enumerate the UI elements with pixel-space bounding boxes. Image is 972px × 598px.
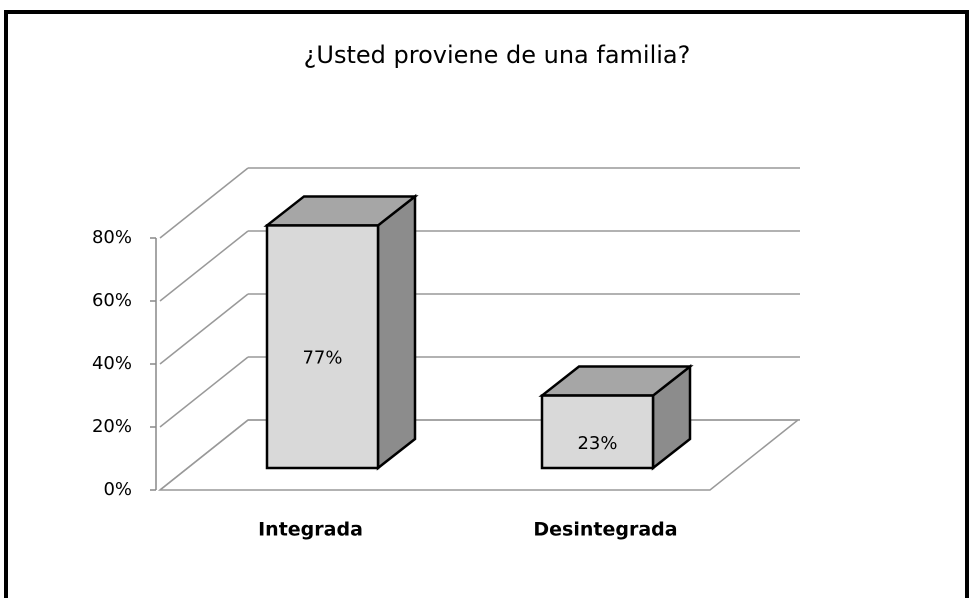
y-tick-label: 80% [92, 227, 132, 248]
y-tick-label: 60% [92, 290, 132, 311]
bar [265, 224, 380, 470]
chart-title: ¿Usted proviene de una familia? [304, 41, 691, 69]
grid-line [159, 356, 249, 428]
value-label: 23% [577, 433, 617, 454]
y-tick-label: 20% [92, 416, 132, 437]
x-tick-label: Desintegrada [533, 519, 677, 541]
bar-side [376, 193, 417, 471]
y-tick-label: 0% [103, 479, 132, 500]
frame [4, 10, 969, 598]
grid-line [159, 293, 249, 365]
x-tick-label: Integrada [258, 519, 363, 541]
grid-line [159, 230, 249, 302]
value-label: 77% [302, 348, 342, 369]
grid-line [159, 167, 249, 239]
grid-line [159, 419, 249, 491]
bar [540, 394, 655, 470]
y-tick-label: 40% [92, 353, 132, 374]
